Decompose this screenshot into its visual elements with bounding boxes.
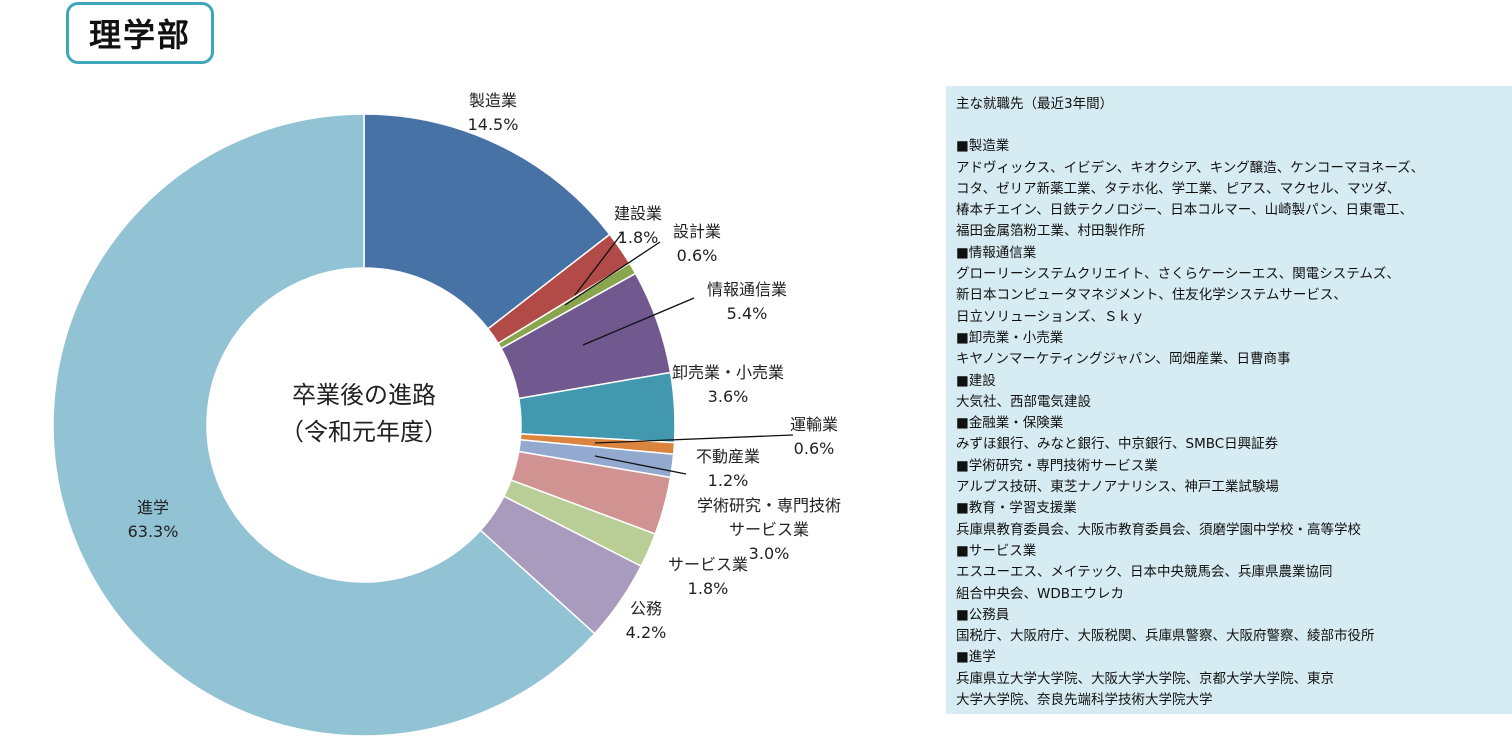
employer-list-panel: 主な就職先（最近3年間） ■製造業アドヴィックス、イビデン、キオクシア、キング醸造… (946, 86, 1512, 714)
panel-line: エスユーエス、メイテック、日本中央競馬会、兵庫県農業協同 (956, 564, 1333, 581)
panel-line: 大気社、西部電気建設 (956, 393, 1091, 410)
slice-value-label-9: 4.2% (626, 623, 667, 642)
slice-label-2: 設計業 (673, 222, 721, 241)
panel-line: グローリーシステムクリエイト、さくらケーシーエス、関電システムズ、 (956, 266, 1400, 283)
panel-category-heading: ■製造業 (956, 138, 1010, 155)
slice-label-1: 建設業 (614, 204, 662, 223)
slice-value-label-4: 3.6% (708, 387, 749, 406)
slice-label-4: 卸売業・小売業 (672, 363, 784, 382)
slice-value-label-1: 1.8% (618, 228, 659, 247)
leader-line-3 (582, 297, 695, 346)
slice-value-label-3: 5.4% (727, 304, 768, 323)
panel-title: 主な就職先（最近3年間） (956, 96, 1114, 112)
leader-line-2 (564, 241, 661, 306)
panel-category-heading: ■進学 (956, 649, 996, 666)
panel-line (956, 115, 1502, 136)
panel-line: コタ、ゼリア新薬工業、タテホ化、学工業、ピアス、マクセル、マツダ、 (956, 180, 1401, 197)
panel-line: 国税庁、大阪府庁、大阪税関、兵庫県警察、大阪府警察、綾部市役所 (956, 628, 1375, 645)
panel-category-heading: ■建設 (956, 372, 996, 389)
chart-center-title-line-1: 卒業後の進路 (292, 381, 436, 409)
slice-0 (363, 113, 611, 330)
slice-label-10: 進学 (137, 498, 169, 517)
panel-category-heading: ■公務員 (956, 606, 1010, 623)
panel-category-heading: ■金融業・保険業 (956, 415, 1064, 432)
panel-line: 日立ソリューションズ、Ｓｋｙ (956, 308, 1145, 325)
panel-line: 組合中央会、WDBエウレカ (956, 585, 1125, 602)
leader-line-1 (574, 231, 624, 296)
slice-label-8: サービス業 (668, 555, 748, 574)
slice-label-7: 学術研究・専門技術 (697, 496, 841, 515)
leader-line-5 (594, 434, 794, 444)
donut-slices (52, 113, 676, 737)
panel-category-heading: ■教育・学習支援業 (956, 500, 1077, 517)
panel-category-heading: ■卸売業・小売業 (956, 329, 1064, 346)
slice-label-5: 運輸業 (790, 415, 838, 434)
slice-value-label-0: 14.5% (468, 115, 519, 134)
slice-value-label-8: 1.8% (688, 579, 729, 598)
panel-category-heading: ■学術研究・専門技術サービス業 (956, 457, 1158, 474)
panel-line: 新日本コンピュータマネジメント、住友化学システムサービス、 (956, 287, 1347, 304)
slice-label-9: 公務 (630, 599, 662, 618)
slice-label-3: 情報通信業 (707, 280, 787, 299)
slice-label-6: 不動産業 (696, 447, 760, 466)
panel-line: 兵庫県立大学大学院、大阪大学大学院、京都大学大学院、東京 (956, 670, 1334, 687)
panel-line: キヤノンマーケティングジャパン、岡畑産業、日曹商事 (956, 351, 1291, 368)
panel-line: アドヴィックス、イビデン、キオクシア、キング醸造、ケンコーマヨネーズ、 (956, 159, 1425, 176)
slice-labels: 製造業 14.5% 建設業 1.8% 設計業 0.6% 情報通信業 5.4% 卸売業・小売業 3.… (128, 91, 841, 642)
panel-line: 福田金属箔粉工業、村田製作所 (956, 223, 1145, 240)
panel-category-heading: ■情報通信業 (956, 244, 1037, 261)
leader-line-6 (594, 455, 687, 475)
slice-value-label-5: 0.6% (794, 439, 835, 458)
faculty-badge: 理学部 (66, 2, 214, 64)
slice-value-label-6: 1.2% (708, 471, 749, 490)
panel-category-heading: ■サービス業 (956, 542, 1037, 559)
slice-value-label-7: 3.0% (749, 544, 790, 563)
donut-chart: 製造業 14.5% 建設業 1.8% 設計業 0.6% 情報通信業 5.4% 卸売業・小売業 3.… (52, 91, 841, 737)
panel-line: 椿本チエイン、日鉄テクノロジー、日本コルマー、山崎製パン、日東電工、 (956, 202, 1413, 219)
slice-label-7: サービス業 (729, 520, 809, 539)
slice-10 (52, 113, 596, 737)
slice-value-label-10: 63.3% (128, 522, 179, 541)
panel-line: 大学大学院、奈良先端科学技術大学院大学 (956, 692, 1213, 709)
leader-lines (564, 231, 794, 475)
chart-center-title-line-2: （令和元年度） (280, 418, 448, 446)
panel-line: みずほ銀行、みなと銀行、中京銀行、SMBC日興証券 (956, 436, 1279, 453)
slice-value-label-2: 0.6% (677, 246, 718, 265)
panel-line: 兵庫県教育委員会、大阪市教育委員会、須磨学園中学校・高等学校 (956, 521, 1361, 538)
slice-label-0: 製造業 (469, 91, 517, 110)
panel-line: アルプス技研、東芝ナノアナリシス、神戸工業試験場 (956, 479, 1279, 496)
